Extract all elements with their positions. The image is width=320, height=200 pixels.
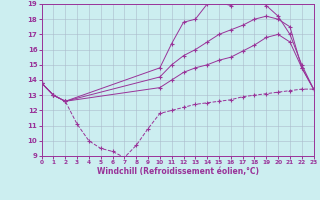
X-axis label: Windchill (Refroidissement éolien,°C): Windchill (Refroidissement éolien,°C) [97, 167, 259, 176]
